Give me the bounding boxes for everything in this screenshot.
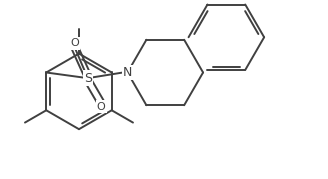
- Text: O: O: [70, 38, 79, 48]
- Text: N: N: [123, 66, 132, 79]
- Text: S: S: [84, 72, 92, 85]
- Text: O: O: [97, 101, 105, 112]
